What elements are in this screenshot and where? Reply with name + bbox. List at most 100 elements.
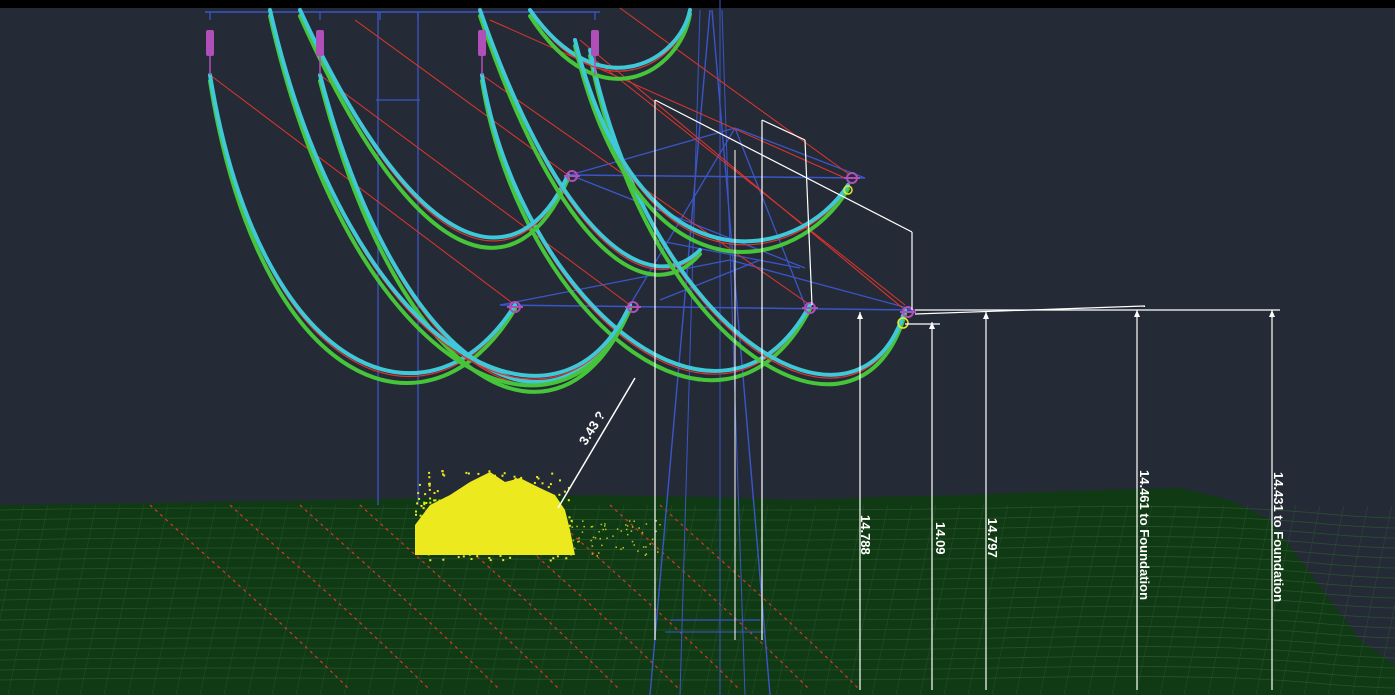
vegetation-point xyxy=(590,526,593,528)
vegetation-point xyxy=(471,501,474,504)
vegetation-point xyxy=(415,510,417,513)
vegetation-point xyxy=(483,533,486,536)
mesh-line xyxy=(1375,603,1395,695)
vegetation-point xyxy=(490,491,493,494)
mesh-line xyxy=(655,504,697,695)
vegetation-point xyxy=(625,524,627,526)
vegetation-point xyxy=(633,520,635,522)
insulator xyxy=(591,30,599,56)
vegetation-point xyxy=(582,520,584,522)
vegetation-point xyxy=(572,539,575,542)
clearance-label-14-09[interactable]: 14.09 xyxy=(933,522,948,555)
mesh-line xyxy=(847,504,889,695)
mesh-line xyxy=(0,646,1395,659)
vegetation-point xyxy=(488,516,491,519)
vegetation-point xyxy=(442,541,445,544)
vegetation-point xyxy=(442,558,445,561)
vegetation-point xyxy=(495,510,498,512)
vegetation-point xyxy=(630,530,633,532)
mesh-line xyxy=(7,504,49,695)
clearance-label-14-788[interactable]: 14.788 xyxy=(858,515,873,555)
tower-member xyxy=(679,9,701,695)
vegetation-point xyxy=(482,519,485,522)
tower-member xyxy=(711,9,771,695)
mesh-line xyxy=(1039,504,1081,695)
vegetation-point xyxy=(439,539,442,542)
mesh-line xyxy=(0,576,1395,589)
mesh-line xyxy=(1015,504,1057,695)
vegetation-point xyxy=(563,547,566,550)
vegetation-point xyxy=(463,551,466,554)
mesh-line xyxy=(319,504,361,695)
vegetation-point xyxy=(655,530,657,533)
vegetation-point xyxy=(560,532,562,535)
mesh-line xyxy=(0,546,1395,559)
foundation-clearance-label-14-431[interactable]: 14.431 to Foundation xyxy=(1271,472,1286,602)
vegetation-point xyxy=(551,472,554,475)
mesh-line xyxy=(1159,504,1201,695)
mesh-line xyxy=(1279,504,1321,695)
vegetation-point xyxy=(600,523,603,526)
vegetation-point xyxy=(422,507,425,510)
vegetation-point xyxy=(419,514,422,517)
vegetation-point xyxy=(633,544,635,546)
vegetation-point xyxy=(649,543,651,545)
vegetation-point xyxy=(568,524,571,527)
vegetation-point xyxy=(447,535,450,538)
vegetation-point xyxy=(596,555,598,557)
vegetation-point xyxy=(425,502,428,504)
mesh-line xyxy=(751,504,793,695)
mesh-line xyxy=(127,504,169,695)
vegetation-point xyxy=(631,526,634,528)
vegetation-point xyxy=(524,536,527,539)
vegetation-point xyxy=(536,528,539,531)
vegetation-point xyxy=(416,538,419,541)
mesh-line xyxy=(0,566,1395,579)
dimension-line xyxy=(557,377,636,509)
vegetation-point xyxy=(622,547,624,549)
mesh-line xyxy=(247,504,289,695)
vegetation-point xyxy=(540,493,542,495)
vegetation-point xyxy=(491,507,494,510)
vegetation-point xyxy=(484,530,487,533)
vegetation-point xyxy=(492,497,495,500)
vegetation-point xyxy=(549,559,552,562)
vegetation-point xyxy=(489,559,492,562)
vegetation-point xyxy=(568,516,571,519)
vegetation-point xyxy=(638,527,640,529)
vegetation-point xyxy=(591,553,594,555)
vegetation-point xyxy=(488,519,490,522)
vegetation-point xyxy=(620,530,622,532)
vegetation-point xyxy=(516,544,519,547)
vegetation-point-cloud[interactable] xyxy=(415,470,661,562)
mesh-line xyxy=(367,504,409,695)
vegetation-point xyxy=(626,528,628,531)
vegetation-point xyxy=(465,471,468,474)
vegetation-point xyxy=(645,546,647,548)
vegetation-point xyxy=(557,530,560,533)
vegetation-point xyxy=(436,535,439,538)
terrain-surface xyxy=(0,488,1395,695)
vegetation-point xyxy=(598,531,600,533)
mesh-line xyxy=(823,504,865,695)
vegetation-point xyxy=(556,507,559,510)
vegetation-point xyxy=(514,478,517,481)
vegetation-point xyxy=(466,502,469,505)
vegetation-point xyxy=(470,507,473,510)
vegetation-point xyxy=(434,510,437,512)
mesh-line xyxy=(895,504,937,695)
vegetation-point xyxy=(443,474,446,477)
foundation-clearance-label-14-461[interactable]: 14.461 to Foundation xyxy=(1137,470,1152,600)
vegetation-point xyxy=(492,492,495,495)
vegetation-point xyxy=(535,553,538,556)
clearance-label-14-797[interactable]: 14.797 xyxy=(985,518,1000,558)
vegetation-point xyxy=(642,546,645,548)
tower-member xyxy=(721,9,746,695)
vegetation-point xyxy=(571,526,574,528)
vegetation-point xyxy=(451,496,454,499)
vegetation-point xyxy=(499,517,502,520)
vegetation-point xyxy=(494,533,497,536)
vegetation-point xyxy=(591,545,594,547)
